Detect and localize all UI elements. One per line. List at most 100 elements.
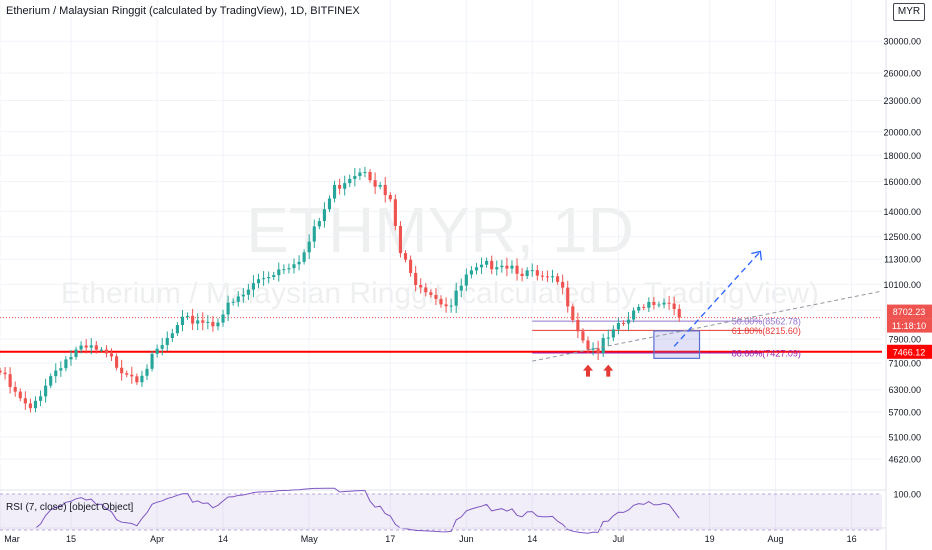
candle-body xyxy=(616,323,620,330)
candle-body xyxy=(49,376,53,386)
candle-body xyxy=(54,370,58,377)
candle-body xyxy=(409,259,413,273)
candle-body xyxy=(626,319,631,324)
time-tick-label: 19 xyxy=(705,534,715,544)
candle-body xyxy=(74,349,78,357)
candle-body xyxy=(327,198,332,210)
candle-body xyxy=(89,345,93,348)
candle-body xyxy=(170,333,174,338)
candle-body xyxy=(535,270,539,276)
candle-body xyxy=(469,270,473,275)
candle-body xyxy=(94,345,98,350)
price-tick-label: 20000.00 xyxy=(883,127,921,137)
candle-body xyxy=(378,184,382,187)
candle-body xyxy=(490,260,494,270)
candle-body xyxy=(474,267,479,271)
candle-body xyxy=(282,269,286,271)
candle-body xyxy=(439,298,443,305)
candle-body xyxy=(525,270,529,277)
candle-body xyxy=(104,349,109,354)
watermark-symbol: ETHMYR, 1D xyxy=(246,194,634,266)
candle-body xyxy=(540,275,544,277)
fib-level-label: 88.60%(7427.09) xyxy=(732,348,801,358)
candle-body xyxy=(33,400,38,409)
candle-body xyxy=(191,315,195,324)
projection-arrowhead xyxy=(751,250,762,261)
time-tick-label: Jun xyxy=(459,534,474,544)
candles xyxy=(0,166,681,413)
candle-body xyxy=(363,171,367,173)
candle-body xyxy=(287,268,291,270)
support-price-label-bg xyxy=(887,344,932,359)
candle-body xyxy=(115,356,119,368)
candle-body xyxy=(596,348,600,354)
candle-body xyxy=(322,209,326,222)
annotations xyxy=(532,250,883,377)
last-price-label: 8702.23 xyxy=(893,307,926,317)
candle-body xyxy=(13,387,17,392)
candle-body xyxy=(454,290,458,306)
candle-body xyxy=(414,272,418,285)
price-tick-label: 14000.00 xyxy=(883,207,921,217)
rsi-tick-label: 100.00 xyxy=(893,490,921,500)
price-axis[interactable]: 30000.00 26000.00 23000.00 20000.00 18000.00… xyxy=(883,0,932,550)
countdown-label-bg xyxy=(887,318,932,333)
candle-body xyxy=(662,302,666,305)
time-tick-label: 15 xyxy=(66,534,76,544)
candle-body xyxy=(611,329,615,338)
candle-body xyxy=(647,301,651,308)
candle-body xyxy=(84,345,88,348)
candle-body xyxy=(267,277,271,279)
candle-body xyxy=(3,372,7,375)
candle-body xyxy=(317,221,321,227)
candle-body xyxy=(601,338,605,354)
candle-body xyxy=(185,315,190,317)
price-tick-label: 30000.00 xyxy=(883,37,921,47)
candle-body xyxy=(434,294,438,299)
candle-body xyxy=(358,172,362,177)
support-price-label: 7466.12 xyxy=(893,347,926,357)
currency-button[interactable]: MYR xyxy=(893,3,925,21)
candle-body xyxy=(429,292,433,295)
candle-body xyxy=(221,314,225,323)
candle-body xyxy=(505,265,509,269)
candle-body xyxy=(99,349,103,351)
candle-body xyxy=(277,269,281,276)
candle-body xyxy=(175,325,179,334)
price-tick-label: 18000.00 xyxy=(883,151,921,161)
rsi-line xyxy=(35,487,680,534)
candle-body xyxy=(566,287,570,307)
price-tick-label: 7100.00 xyxy=(888,359,921,369)
drawings: 50.00%(8562.78)61.80%(8215.60) 88.60%(742… xyxy=(0,317,882,358)
candle-body xyxy=(388,195,392,200)
candle-body xyxy=(109,353,114,357)
candle-body xyxy=(485,260,489,265)
time-tick-label: Aug xyxy=(768,534,784,544)
candle-body xyxy=(652,301,656,305)
candle-body xyxy=(150,353,154,369)
candle-body xyxy=(64,359,68,369)
candle-body xyxy=(373,180,377,187)
candle-body xyxy=(667,302,671,304)
price-tick-label: 5700.00 xyxy=(888,408,921,418)
candle-body xyxy=(464,274,468,286)
candle-body xyxy=(216,322,220,327)
price-tick-label: 10100.00 xyxy=(883,280,921,290)
candle-body xyxy=(581,331,585,341)
watermark-description: Etherium / Malaysian Ringgit (calculated… xyxy=(61,277,819,310)
arrow-up-icon xyxy=(583,364,593,377)
candle-body xyxy=(621,323,626,325)
candle-body xyxy=(272,275,276,278)
candle-body xyxy=(120,367,124,374)
candle-body xyxy=(201,320,205,323)
time-axis[interactable]: Mar 15 Apr 14 May 17 Jun 14 Jul 19 Aug 16 xyxy=(0,527,886,544)
fib-level-label: 61.80%(8215.60) xyxy=(732,326,801,336)
time-tick-label: May xyxy=(301,534,319,544)
target-zone-box xyxy=(653,330,701,359)
candle-body xyxy=(312,226,316,242)
rsi-indicator-label[interactable]: RSI (7, close) [object Object] xyxy=(6,502,134,513)
candle-body xyxy=(23,398,27,404)
candle-body xyxy=(398,225,403,254)
candle-body xyxy=(591,348,595,350)
